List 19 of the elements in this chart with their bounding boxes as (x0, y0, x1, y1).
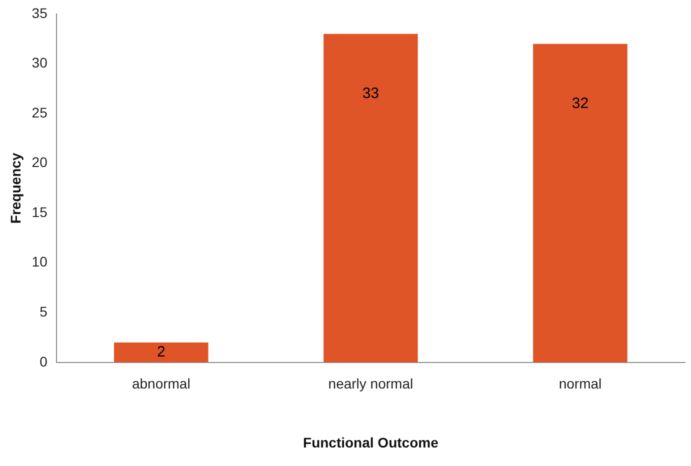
y-tick-label: 5 (40, 303, 48, 320)
y-tick-label: 25 (32, 104, 48, 120)
bar (324, 34, 418, 362)
x-tick-label: nearly normal (328, 376, 414, 392)
y-axis-title: Frequency (7, 152, 24, 224)
x-axis-title: Functional Outcome (303, 434, 439, 450)
y-tick-label: 0 (40, 353, 48, 370)
y-tick-label: 15 (32, 204, 48, 220)
data-label: 32 (572, 95, 589, 112)
y-tick-label: 30 (32, 54, 48, 71)
data-label: 33 (362, 85, 380, 102)
bar (533, 44, 628, 362)
x-tick-label: abnormal (132, 376, 190, 392)
bar (114, 342, 208, 362)
y-tick-label: 20 (32, 154, 48, 170)
y-tick-label: 35 (32, 4, 48, 21)
y-tick-label: 10 (32, 254, 48, 270)
data-label: 2 (156, 344, 166, 361)
x-tick-label: normal (558, 376, 602, 392)
